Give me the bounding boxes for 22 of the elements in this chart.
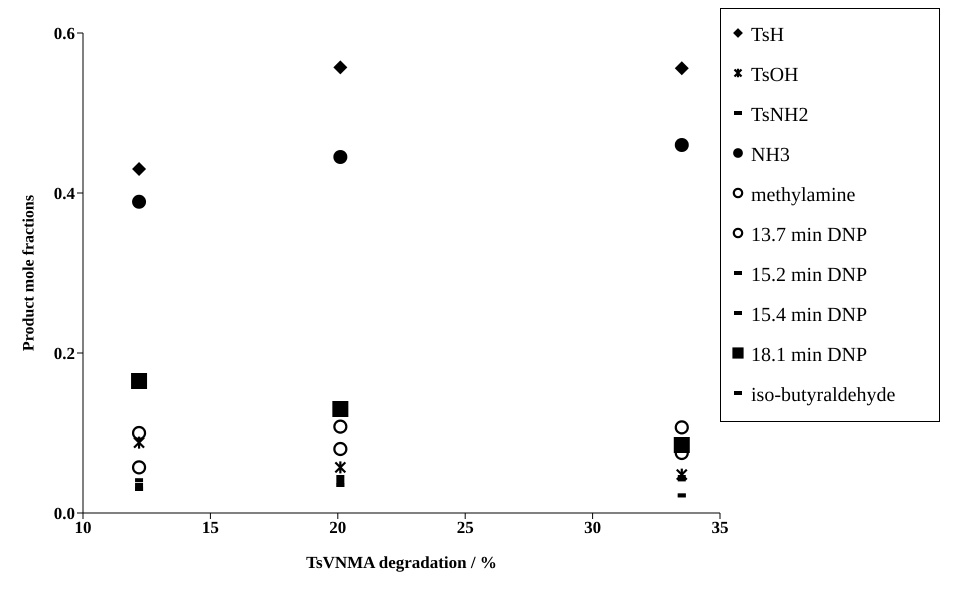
y-axis-title: Product mole fractions xyxy=(20,194,38,352)
legend-label: 15.2 min DNP xyxy=(751,264,868,286)
x-axis-title: TsVNMA degradation / % xyxy=(306,553,497,572)
y-tick-label: 0.6 xyxy=(54,24,75,44)
legend-label: TsH xyxy=(751,24,784,46)
legend-label: 18.1 min DNP xyxy=(751,344,868,366)
x-tick-label: 10 xyxy=(74,518,92,538)
x-tick-label: 25 xyxy=(456,518,474,538)
x-tick-label: 20 xyxy=(329,518,346,538)
x-tick-label: 35 xyxy=(712,518,728,538)
legend-label: 13.7 min DNP xyxy=(751,224,868,246)
y-tick-label: 0.2 xyxy=(54,344,75,364)
y-tick-label: 0.4 xyxy=(54,184,76,204)
legend-label: NH3 xyxy=(751,144,790,166)
legend-label: TsOH xyxy=(751,64,798,86)
x-tick-label: 15 xyxy=(202,518,219,538)
y-tick-label: 0.0 xyxy=(54,504,75,524)
x-tick-label: 30 xyxy=(584,518,602,538)
legend-label: iso-butyraldehyde xyxy=(751,384,896,406)
legend-label: 15.4 min DNP xyxy=(751,304,868,326)
legend-label: methylamine xyxy=(751,184,856,206)
legend-label: TsNH2 xyxy=(751,104,808,126)
